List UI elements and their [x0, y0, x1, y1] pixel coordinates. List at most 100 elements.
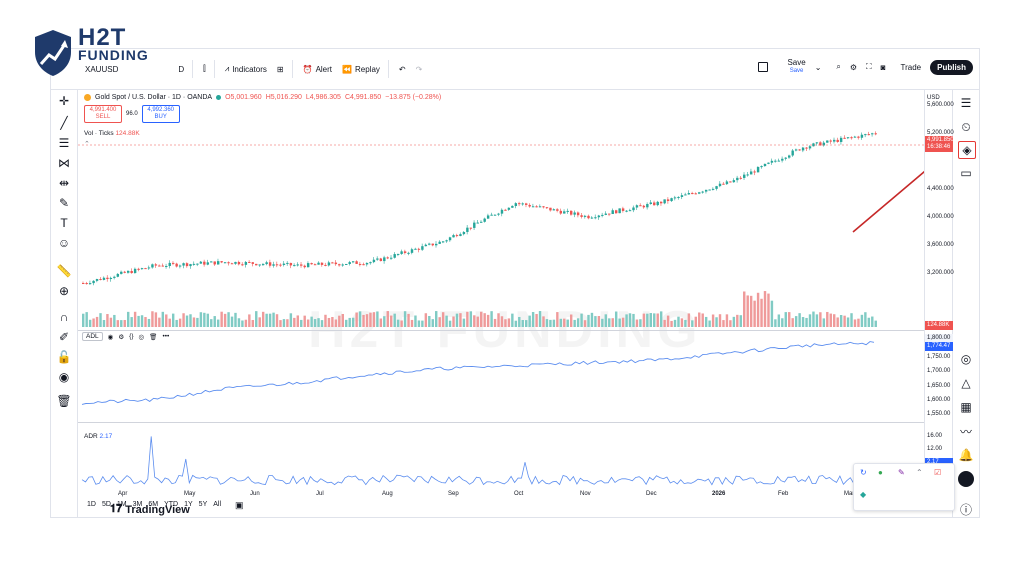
volume-bar — [659, 311, 663, 327]
templates-button[interactable]: ⊞ — [277, 65, 284, 74]
sell-button[interactable]: 4,991.400 SELL — [84, 105, 122, 123]
delete-icon[interactable]: 🗑 — [149, 333, 158, 341]
calendar-icon[interactable]: ▦ — [960, 400, 972, 414]
volume-bar — [341, 313, 344, 327]
apps-grid-icon[interactable]: ⁝⁝ — [958, 471, 974, 487]
candle — [237, 260, 241, 266]
chevron-down-icon[interactable]: ⌄ — [814, 62, 822, 72]
range-button-1m[interactable]: 1M — [116, 501, 127, 508]
volume-bar — [763, 291, 767, 327]
pattern-icon[interactable]: ⋈ — [58, 156, 70, 170]
volume-bar — [261, 311, 265, 327]
adl-value-tag: 1,774.47 — [925, 342, 953, 351]
buy-button[interactable]: 4,992.360 BUY — [141, 105, 180, 123]
magnet-icon[interactable]: ∩ — [59, 310, 69, 324]
checkbox-icon[interactable]: ☑ — [934, 468, 942, 477]
search-icon[interactable]: ⌕ — [836, 62, 841, 71]
date-range-icon[interactable]: ▣ — [235, 500, 244, 510]
crosshair-icon[interactable]: ✛ — [58, 94, 70, 108]
publish-button[interactable]: Publish — [930, 59, 973, 75]
help-icon[interactable]: ⓘ — [959, 502, 972, 517]
ruler-icon[interactable]: 📏 — [56, 264, 72, 278]
fib-icon[interactable]: ☰ — [58, 136, 70, 150]
candle — [698, 191, 701, 195]
chat-icon[interactable]: ▭ — [960, 166, 972, 180]
layout-toggle-icon[interactable] — [758, 62, 769, 72]
volume-bar — [151, 311, 154, 327]
watchlist-icon[interactable]: ☰ — [960, 96, 972, 110]
volume-series — [82, 291, 877, 327]
fullscreen-icon[interactable]: ⛶ — [866, 62, 872, 71]
refresh-icon[interactable]: ↻ — [860, 468, 867, 477]
lock-icon[interactable]: 🔓 — [56, 350, 72, 364]
adl-label[interactable]: ADL — [82, 332, 103, 341]
notification-bell-icon[interactable]: 🔔 — [958, 448, 974, 462]
candle — [230, 262, 234, 265]
eye-icon[interactable]: ◉ — [58, 370, 70, 384]
eye-icon[interactable]: ◉ — [107, 333, 114, 341]
interval-button[interactable]: D — [178, 65, 184, 74]
source-code-icon[interactable]: {} — [129, 333, 134, 340]
alerts-clock-icon[interactable]: ⏲ — [961, 119, 971, 134]
volume-bar — [815, 314, 819, 327]
emoji-icon[interactable]: ☺ — [57, 236, 71, 250]
symbol-search[interactable]: XAUUSD — [85, 65, 118, 74]
chart-area[interactable]: H2T FUNDING Gold Spot / U.S. Dollar · 1D… — [78, 90, 924, 516]
range-button-6m[interactable]: 6M — [148, 501, 159, 508]
text-tool-icon[interactable]: T — [60, 216, 68, 230]
news-feed-icon[interactable]: 〰 — [959, 424, 972, 439]
zoom-in-icon[interactable]: ⊕ — [58, 284, 70, 298]
trend-line-icon[interactable]: ╱ — [60, 116, 68, 130]
candle — [850, 136, 853, 140]
range-button-ytd[interactable]: YTD — [164, 501, 179, 508]
redo-button[interactable]: ↷ — [416, 65, 423, 74]
volume-bar — [808, 314, 812, 327]
pen-icon[interactable]: ✎ — [898, 468, 905, 477]
camera-icon[interactable]: ◙ — [880, 62, 886, 72]
indicators-button[interactable]: ⩘ Indicators — [225, 64, 267, 74]
range-button-5d[interactable]: 5D — [101, 501, 111, 508]
candles-icon: ⫿ — [203, 64, 206, 73]
lock-drawing-icon[interactable]: ✐ — [58, 330, 70, 344]
ideas-icon[interactable]: △ — [961, 376, 971, 390]
replay-button[interactable]: ⏪ Replay — [342, 65, 380, 74]
undo-button[interactable]: ↶ — [399, 65, 406, 74]
volume-bar — [483, 313, 486, 327]
measure-icon[interactable]: ⇹ — [58, 176, 70, 190]
candle — [120, 270, 123, 275]
object-tree-icon[interactable]: ◈ — [958, 141, 976, 159]
price-scale[interactable]: USD 5,600.000 5,200.000 4,400.000 4,000.000… — [924, 90, 954, 491]
volume-bar — [220, 311, 223, 327]
tradingview-logo[interactable]: 𝟏𝟕 TradingView — [110, 503, 190, 516]
trade-button[interactable]: Trade — [900, 62, 922, 72]
settings-icon[interactable]: ⚙ — [118, 333, 125, 341]
candle — [798, 149, 801, 151]
collapse-chevron-icon[interactable]: ⌃ — [84, 141, 90, 148]
more-icon[interactable]: ◎ — [138, 333, 145, 341]
chrome-icon[interactable]: ● — [878, 468, 883, 477]
extension-icon[interactable]: ◆ — [860, 490, 867, 499]
alert-button[interactable]: ⏰ Alert — [303, 65, 332, 74]
candle-type-button[interactable]: ⫿ — [203, 64, 206, 74]
range-button-1y[interactable]: 1Y — [184, 501, 193, 508]
range-button-1d[interactable]: 1D — [87, 501, 96, 508]
volume-bar — [528, 315, 531, 327]
range-button-5y[interactable]: 5Y — [198, 501, 208, 508]
symbol-description[interactable]: Gold Spot / U.S. Dollar · 1D · OANDA — [95, 94, 213, 101]
more-options[interactable]: ••• — [162, 333, 170, 340]
range-button-all[interactable]: All — [213, 501, 222, 508]
candle — [293, 263, 296, 267]
trash-icon[interactable]: 🗑 — [56, 394, 72, 408]
brush-icon[interactable]: ✎ — [58, 196, 70, 210]
chart-canvas[interactable] — [78, 90, 924, 491]
time-axis[interactable]: Apr May Jun Jul Aug Sep Oct Nov Dec 2026 Feb Mar — [78, 491, 924, 501]
candle — [524, 202, 528, 208]
candle — [656, 200, 659, 207]
save-button[interactable]: Save Save — [787, 59, 805, 75]
currency-label[interactable]: USD — [927, 95, 940, 101]
candle — [185, 262, 189, 268]
range-button-3m[interactable]: 3M — [132, 501, 143, 508]
gear-icon[interactable]: ⚙ — [849, 62, 858, 72]
target-icon[interactable]: ◎ — [960, 352, 972, 366]
collapse-icon[interactable]: ⌃ — [916, 468, 923, 477]
